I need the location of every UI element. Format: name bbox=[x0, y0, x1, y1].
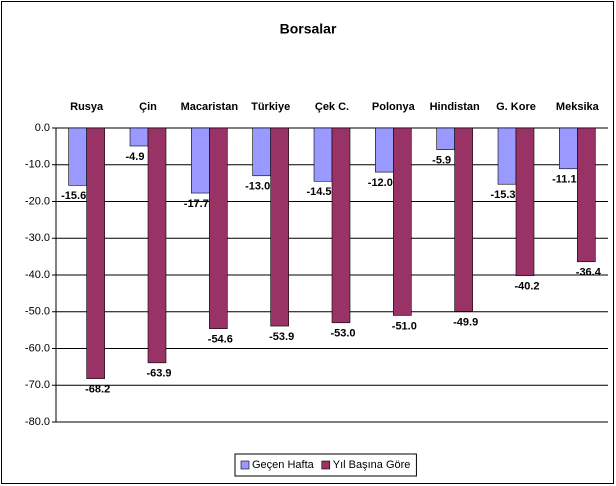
data-label: -4.9 bbox=[126, 151, 145, 163]
data-label: -53.0 bbox=[330, 328, 355, 340]
data-label: -40.2 bbox=[514, 281, 539, 293]
data-label: -53.9 bbox=[269, 331, 294, 343]
bar bbox=[147, 127, 167, 364]
bar bbox=[497, 127, 517, 185]
bar bbox=[375, 127, 394, 173]
data-label: -15.6 bbox=[61, 190, 86, 202]
data-label: -51.0 bbox=[392, 320, 417, 332]
x-tick-label: Meksika bbox=[556, 101, 600, 113]
y-tick-label: -70.0 bbox=[25, 379, 50, 391]
bar bbox=[191, 127, 210, 194]
bar bbox=[454, 127, 473, 312]
bar bbox=[129, 127, 149, 147]
data-label: -11.1 bbox=[552, 174, 576, 186]
x-tick-label: Polonya bbox=[372, 101, 416, 113]
data-label: -17.7 bbox=[184, 198, 209, 210]
x-tick-label: Macaristan bbox=[181, 101, 239, 113]
bar bbox=[209, 127, 228, 329]
y-tick-label: -50.0 bbox=[25, 306, 50, 318]
x-tick-label: Çin bbox=[139, 101, 157, 113]
data-label: -13.0 bbox=[245, 181, 270, 193]
data-label: -36.4 bbox=[576, 267, 602, 279]
bar bbox=[436, 127, 455, 150]
data-label: -63.9 bbox=[146, 368, 171, 380]
legend-label: Geçen Hafta bbox=[252, 459, 315, 471]
bar bbox=[68, 127, 87, 186]
data-label: -68.2 bbox=[85, 384, 110, 396]
y-tick-label: -80.0 bbox=[25, 416, 50, 428]
bar bbox=[331, 127, 351, 324]
legend-swatch bbox=[321, 460, 331, 470]
data-label: -49.9 bbox=[453, 316, 478, 328]
y-tick-label: -30.0 bbox=[25, 232, 50, 244]
data-label: -5.9 bbox=[432, 155, 451, 167]
y-tick-label: -10.0 bbox=[25, 159, 50, 171]
bar bbox=[515, 127, 535, 277]
y-tick-label: 0.0 bbox=[35, 122, 50, 134]
legend-label: Yıl Başına Göre bbox=[333, 459, 411, 471]
x-tick-label: Çek C. bbox=[315, 101, 349, 113]
bar bbox=[559, 127, 578, 170]
x-tick-label: Türkiye bbox=[251, 101, 290, 113]
data-label: -14.5 bbox=[306, 186, 331, 198]
data-label: -12.0 bbox=[368, 177, 393, 189]
x-tick-label: Hindistan bbox=[430, 101, 480, 113]
bar bbox=[252, 127, 271, 177]
y-tick-label: -20.0 bbox=[25, 195, 50, 207]
x-tick-label: Rusya bbox=[70, 101, 104, 113]
data-label: -54.6 bbox=[208, 334, 233, 346]
chart-title: Borsalar bbox=[280, 21, 337, 37]
y-tick-label: -60.0 bbox=[25, 342, 50, 354]
legend-swatch bbox=[240, 460, 250, 470]
bar bbox=[313, 127, 333, 182]
bar bbox=[86, 127, 105, 379]
bar bbox=[577, 127, 596, 263]
y-tick-label: -40.0 bbox=[25, 269, 50, 281]
x-tick-label: G. Kore bbox=[496, 101, 536, 113]
bar bbox=[393, 127, 412, 316]
bar bbox=[270, 127, 289, 327]
data-label: -15.3 bbox=[490, 189, 515, 201]
